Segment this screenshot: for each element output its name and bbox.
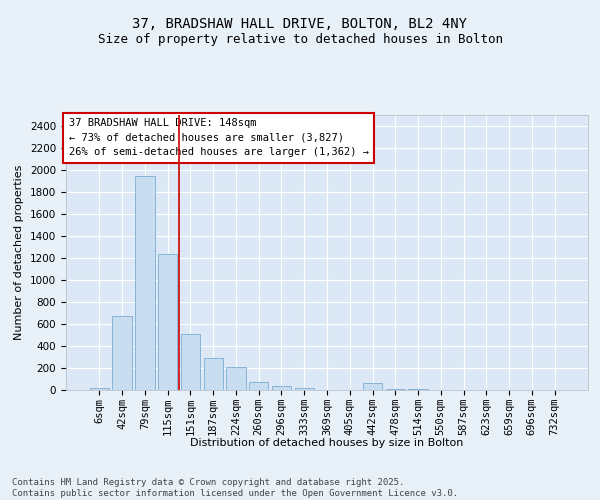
Bar — [249, 382, 268, 390]
Bar — [90, 388, 109, 390]
Bar — [295, 388, 314, 390]
Text: 37 BRADSHAW HALL DRIVE: 148sqm
← 73% of detached houses are smaller (3,827)
26% : 37 BRADSHAW HALL DRIVE: 148sqm ← 73% of … — [68, 118, 368, 158]
Bar — [409, 389, 428, 390]
Text: Size of property relative to detached houses in Bolton: Size of property relative to detached ho… — [97, 32, 503, 46]
Text: 37, BRADSHAW HALL DRIVE, BOLTON, BL2 4NY: 37, BRADSHAW HALL DRIVE, BOLTON, BL2 4NY — [133, 18, 467, 32]
Text: Contains HM Land Registry data © Crown copyright and database right 2025.
Contai: Contains HM Land Registry data © Crown c… — [12, 478, 458, 498]
Bar — [181, 334, 200, 390]
Bar — [386, 389, 405, 390]
Bar — [158, 254, 178, 390]
Bar — [112, 316, 132, 390]
Bar — [363, 383, 382, 390]
Bar — [203, 358, 223, 390]
Bar — [272, 386, 291, 390]
Bar — [135, 176, 155, 390]
Bar — [226, 368, 245, 390]
Y-axis label: Number of detached properties: Number of detached properties — [14, 165, 25, 340]
X-axis label: Distribution of detached houses by size in Bolton: Distribution of detached houses by size … — [190, 438, 464, 448]
